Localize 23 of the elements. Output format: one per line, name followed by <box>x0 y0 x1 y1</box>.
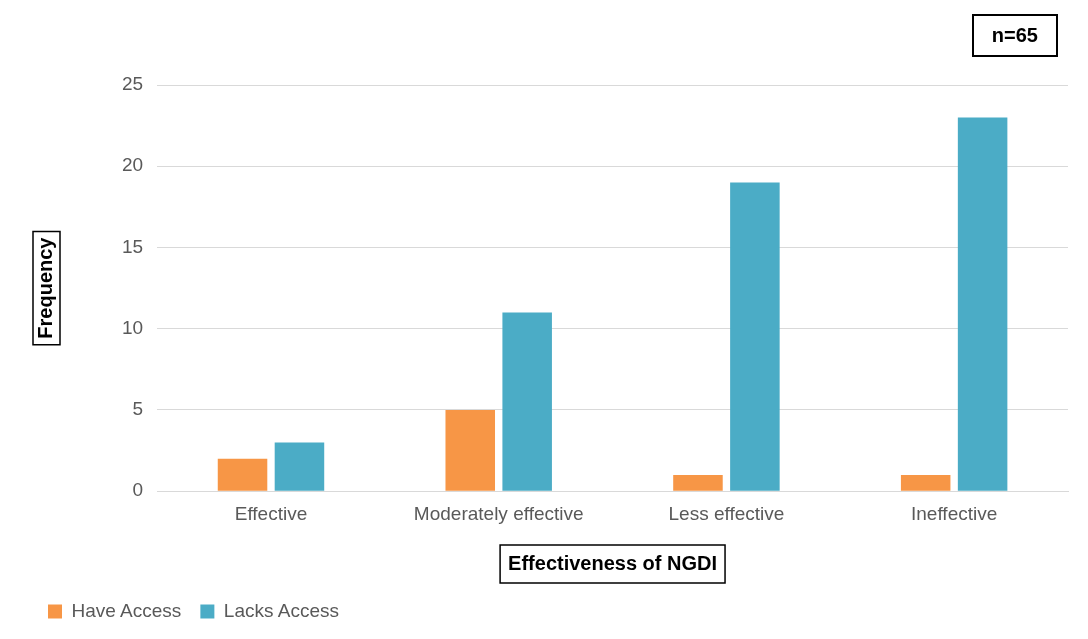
x-tick-label: Moderately effective <box>413 502 584 524</box>
x-axis-title: Effectiveness of NGDI <box>508 551 718 574</box>
y-tick-label: 25 <box>121 73 144 95</box>
text: n=65 <box>971 14 1058 57</box>
y-tick-label: 10 <box>121 316 144 338</box>
x-tick-label: Less effective <box>668 502 785 524</box>
bar <box>274 442 325 491</box>
x-tick-label: Effective <box>234 502 308 524</box>
bar <box>900 474 951 491</box>
legend-label: Lacks Access <box>223 599 339 621</box>
bar <box>217 458 268 491</box>
y-tick-label: 20 <box>121 154 144 176</box>
bar <box>445 409 496 491</box>
bar <box>730 182 780 491</box>
bar <box>502 312 552 491</box>
y-tick-label: 5 <box>132 398 144 420</box>
y-axis-title: Frequency <box>33 236 56 339</box>
x-tick-label: Ineffective <box>911 502 998 524</box>
y-tick-label: 0 <box>132 479 144 501</box>
bar <box>673 474 723 491</box>
bar <box>957 117 1008 491</box>
legend-label: Have Access <box>71 599 182 621</box>
y-tick-label: 15 <box>121 235 144 257</box>
